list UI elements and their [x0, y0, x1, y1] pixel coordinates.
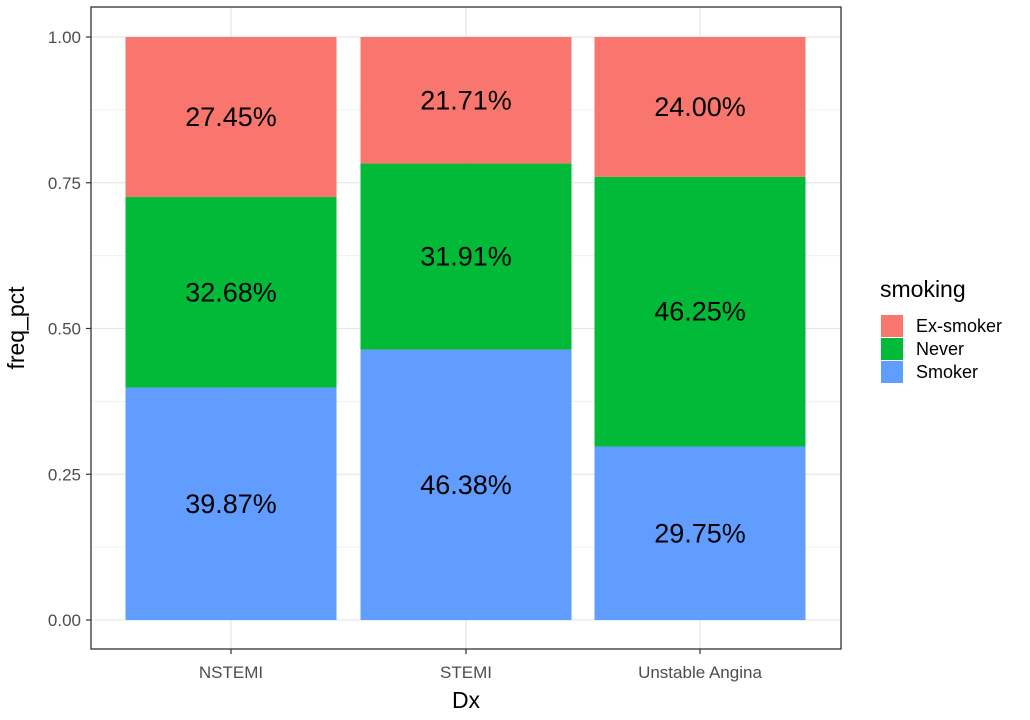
legend-label-never: Never	[916, 339, 964, 359]
y-axis-title: freq_pct	[3, 286, 29, 370]
y-tick-label: 0.25	[48, 465, 81, 484]
bar-nstemi-ex-smoker	[125, 37, 337, 198]
legend-title: smoking	[880, 276, 966, 302]
legend: smoking Ex-smoker Never Smoker	[880, 276, 1002, 383]
bar-unstable-angina-smoker	[594, 446, 806, 620]
data-label-unstable-angina-ex-smoker: 24.00%	[654, 92, 746, 122]
bar-unstable-angina-never	[594, 176, 806, 447]
legend-key-never	[881, 338, 903, 360]
bars	[125, 37, 806, 620]
y-axis: 0.00 0.25 0.50 0.75 1.00	[48, 28, 91, 630]
data-label-stemi-smoker: 46.38%	[420, 470, 512, 500]
legend-label-ex-smoker: Ex-smoker	[916, 316, 1002, 336]
x-axis: NSTEMI STEMI Unstable Angina	[199, 649, 762, 682]
data-label-unstable-angina-never: 46.25%	[654, 297, 746, 327]
bar-nstemi-never	[125, 197, 337, 388]
data-label-stemi-never: 31.91%	[420, 242, 512, 272]
y-tick-label: 0.75	[48, 174, 81, 193]
data-label-unstable-angina-smoker: 29.75%	[654, 518, 746, 548]
y-tick-label: 0.50	[48, 320, 81, 339]
data-label-nstemi-never: 32.68%	[185, 277, 277, 307]
bar-stemi-ex-smoker	[360, 37, 572, 164]
x-tick-label: Unstable Angina	[638, 663, 762, 682]
bar-stemi-smoker	[360, 349, 572, 620]
bar-stemi-never	[360, 163, 572, 350]
data-label-nstemi-smoker: 39.87%	[185, 489, 277, 519]
x-tick-label: NSTEMI	[199, 663, 263, 682]
data-label-nstemi-ex-smoker: 27.45%	[185, 102, 277, 132]
legend-label-smoker: Smoker	[916, 362, 978, 382]
x-axis-title: Dx	[452, 687, 481, 713]
legend-key-smoker	[881, 361, 903, 383]
y-tick-label: 0.00	[48, 611, 81, 630]
x-tick-label: STEMI	[440, 663, 492, 682]
data-labels: 39.87% 32.68% 27.45% 46.38% 31.91% 21.71% 29.7…	[185, 85, 746, 548]
y-tick-label: 1.00	[48, 28, 81, 47]
bar-nstemi-smoker	[125, 387, 337, 620]
data-label-stemi-ex-smoker: 21.71%	[420, 85, 512, 115]
bar-unstable-angina-ex-smoker	[594, 37, 806, 177]
legend-key-ex-smoker	[881, 315, 903, 337]
